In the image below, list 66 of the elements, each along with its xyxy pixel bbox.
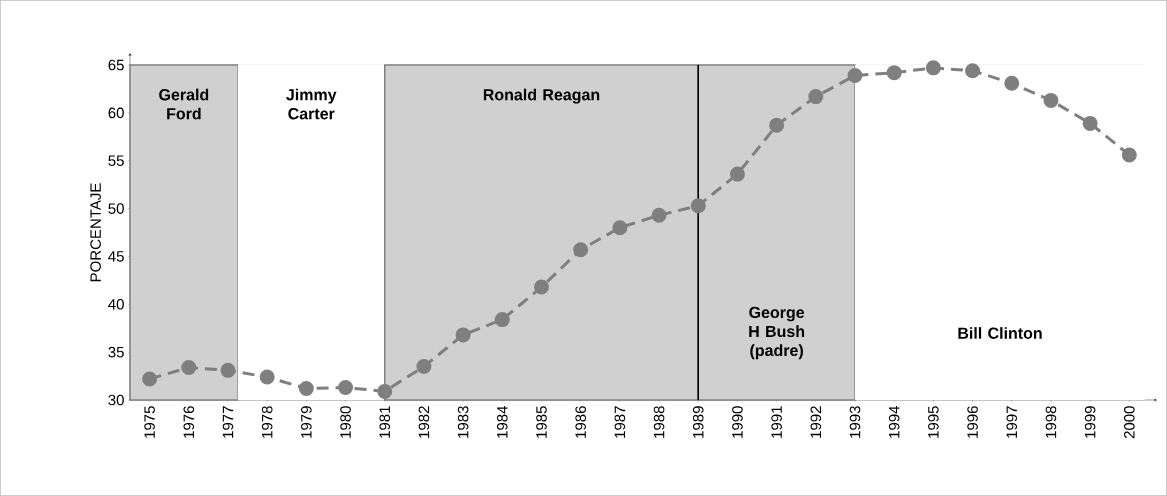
x-tick-label: 1994 (888, 405, 900, 438)
x-tick-label: 1983 (457, 406, 469, 438)
point (847, 68, 863, 84)
band-label: Jimmy Carter (286, 88, 337, 120)
point (925, 60, 941, 76)
x-tick-label: 1993 (849, 406, 861, 438)
x-tick-label: 1999 (1084, 406, 1096, 438)
point (651, 207, 667, 223)
y-tick-label: 40 (108, 298, 124, 310)
y-tick-label: 60 (108, 107, 124, 119)
x-tick-label: 1979 (301, 406, 312, 438)
x-tick-label: 1976 (183, 406, 195, 438)
x-tick-label: 1982 (418, 406, 430, 438)
point (886, 65, 902, 81)
point (573, 242, 589, 258)
point (1043, 92, 1059, 108)
point (220, 362, 236, 378)
x-tick-label: 1980 (340, 406, 351, 438)
x-tick-label: 1998 (1045, 406, 1057, 438)
point (769, 117, 785, 133)
y-tick-label: 45 (108, 251, 124, 262)
point (533, 279, 549, 295)
x-tick-label: 1975 (144, 406, 155, 438)
x-tick-label: 1977 (222, 406, 234, 438)
point (338, 380, 354, 396)
point (416, 359, 432, 374)
x-tick-label: 1981 (379, 406, 391, 438)
x-tick-label: 1991 (771, 406, 782, 438)
x-tick-label: 1990 (732, 406, 743, 438)
point (690, 198, 706, 214)
point (259, 369, 275, 385)
x-tick-label: 2000 (1124, 406, 1135, 439)
x-tick-label: 1985 (536, 406, 547, 438)
band-label: Gerald Ford (159, 88, 209, 120)
x-tick-label: 1995 (928, 406, 939, 438)
band-label: Ronald Reagan (483, 88, 600, 104)
point (1082, 115, 1098, 131)
x-tick-label: 1986 (575, 406, 586, 438)
band-label: George H Bush (padre) (749, 306, 805, 360)
point (455, 327, 471, 343)
y-axis-title: PORCENTAJE (90, 183, 101, 282)
y-tick-label: 55 (108, 155, 124, 166)
point (298, 381, 314, 397)
point (377, 383, 393, 399)
x-tick-label: 1988 (653, 406, 665, 438)
point (965, 63, 981, 79)
x-tick-label: 1997 (1006, 406, 1018, 438)
point (729, 166, 745, 182)
x-tick-label: 1984 (496, 405, 508, 438)
point (494, 312, 510, 328)
x-tick-label: 1992 (810, 406, 822, 438)
y-tick-label: 50 (108, 203, 124, 214)
x-tick-label: 1978 (261, 406, 273, 438)
x-tick-label: 1996 (967, 406, 978, 438)
point (612, 220, 628, 236)
point (181, 359, 197, 375)
y-tick-label: 65 (108, 59, 124, 71)
point (1004, 75, 1020, 91)
x-tick-label: 1987 (614, 406, 626, 438)
point (1121, 147, 1137, 163)
y-tick-label: 30 (108, 394, 124, 406)
y-tick-label: 35 (108, 346, 124, 358)
point (808, 89, 824, 105)
band-label: Bill Clinton (958, 327, 1042, 339)
x-tick-label: 1989 (692, 406, 704, 438)
point (142, 371, 158, 387)
